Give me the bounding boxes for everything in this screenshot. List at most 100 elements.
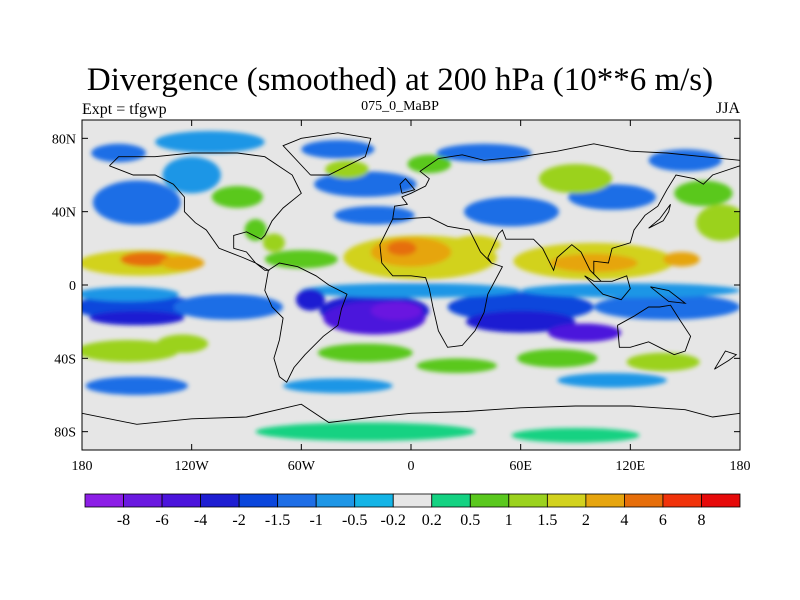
x-tick-label: 60E — [509, 459, 532, 474]
field-region-8 — [89, 310, 185, 326]
field-region-33 — [85, 376, 188, 395]
field-region-29 — [317, 343, 413, 362]
x-tick-label: 120E — [616, 459, 646, 474]
coastline-segment-0 — [109, 152, 302, 271]
field-region-28 — [156, 334, 209, 353]
time-label: 075_0_MaBP — [361, 99, 439, 114]
field-region-40 — [314, 171, 417, 197]
coastline-segment-1 — [264, 262, 348, 383]
colorbar-label: -0.2 — [381, 512, 406, 529]
colorbar-box — [431, 493, 471, 508]
field-region-45 — [155, 131, 265, 153]
coastline-segment-3 — [379, 216, 504, 348]
field-region-23 — [663, 251, 700, 267]
colorbar-label: -4 — [194, 512, 207, 529]
colorbar-label: 0.5 — [460, 512, 480, 529]
field-region-51 — [407, 154, 452, 174]
colorbar-box — [508, 493, 548, 508]
colorbar-box — [354, 493, 394, 508]
field-region-20 — [387, 241, 417, 256]
field-region-16 — [160, 255, 205, 271]
field-region-46 — [301, 140, 375, 159]
y-tick-label: 80N — [52, 132, 76, 147]
field-region-26 — [244, 219, 267, 241]
field-region-5 — [82, 286, 179, 302]
field-region-32 — [626, 352, 700, 372]
colorbar-box — [315, 493, 356, 508]
colorbar-label: 8 — [698, 512, 706, 529]
field-region-42 — [464, 197, 559, 227]
y-tick-label: 80S — [54, 426, 76, 441]
field-region-53 — [674, 180, 733, 207]
field-region-35 — [557, 373, 667, 388]
colorbar-label: -8 — [117, 512, 130, 529]
field-region-11 — [465, 310, 576, 333]
y-tick-label: 0 — [69, 279, 76, 294]
x-tick-label: 180 — [72, 459, 93, 474]
field-region-41 — [334, 206, 415, 225]
x-tick-label: 180 — [730, 459, 751, 474]
colorbar-label: -6 — [155, 512, 168, 529]
colorbar-box — [392, 493, 433, 508]
colorbar-box — [701, 493, 741, 508]
colorbar-label: 2 — [582, 512, 590, 529]
field-region-12 — [548, 323, 622, 342]
coastline-segment-7 — [82, 403, 740, 425]
field-region-39 — [162, 156, 221, 194]
coastline-segment-8 — [584, 275, 631, 301]
colorbar-label: 6 — [659, 512, 667, 529]
field-region-7 — [520, 283, 740, 298]
field-region-1 — [173, 294, 283, 320]
season-label: JJA — [715, 100, 740, 117]
colorbar-label: -0.5 — [342, 512, 367, 529]
colorbar-box — [123, 493, 163, 508]
field-region-10 — [370, 301, 422, 320]
y-tick-label: 40N — [52, 206, 76, 221]
field-region-25 — [262, 233, 285, 252]
field-region-36 — [255, 422, 475, 441]
colorbar-box — [161, 493, 201, 508]
coastline — [82, 132, 740, 425]
colorbar-box — [238, 493, 279, 508]
field-region-52 — [538, 164, 613, 194]
coastline-segment-9 — [650, 286, 687, 304]
colorbar: -8 -6 -4 -2 -1.5 -1 -0.5 -0.2 0.2 0.5 1 1.5 2 4 6 8 — [84, 493, 741, 529]
x-tick-label: 120W — [175, 459, 210, 474]
field-region-49 — [211, 186, 263, 208]
plot-title: Divergence (smoothed) at 200 hPa (10**6 … — [86, 62, 714, 98]
field-region-27 — [82, 340, 179, 362]
colorbar-box — [200, 493, 240, 508]
x-tick-label: 0 — [408, 459, 415, 474]
field-region-44 — [91, 143, 146, 163]
field-region-13 — [295, 288, 326, 311]
colorbar-box — [624, 493, 664, 508]
coastline-segment-2 — [282, 132, 372, 176]
coastline-segment-5 — [487, 165, 740, 282]
colorbar-box — [469, 493, 510, 508]
coastline-segment-4 — [392, 143, 740, 220]
experiment-label: Expt = tfgwp — [82, 101, 167, 118]
contour-field — [82, 131, 740, 443]
field-region-15 — [120, 251, 172, 267]
coastline-segment-10 — [399, 178, 416, 194]
colorbar-box — [546, 493, 587, 508]
field-region-47 — [436, 143, 532, 163]
colorbar-label: 4 — [620, 512, 628, 529]
colorbar-label: 0.2 — [422, 512, 442, 529]
colorbar-box — [585, 493, 625, 508]
field-region-6 — [301, 283, 521, 298]
coastline-segment-6 — [617, 304, 692, 356]
field-region-31 — [517, 349, 598, 368]
coastline-segment-11 — [714, 350, 738, 370]
coastline-segment-12 — [648, 204, 671, 229]
x-tick-label: 60W — [288, 459, 316, 474]
field-region-30 — [416, 358, 497, 374]
colorbar-box — [277, 493, 317, 508]
colorbar-label: -1 — [310, 512, 323, 529]
map-axes: 180 120W 60W 0 60E 120E 180 80N 40N 0 40S 80S — [52, 120, 751, 474]
field-region-38 — [92, 180, 181, 225]
field-region-54 — [696, 204, 740, 241]
colorbar-label: 1.5 — [537, 512, 557, 529]
field-region-4 — [593, 294, 740, 320]
